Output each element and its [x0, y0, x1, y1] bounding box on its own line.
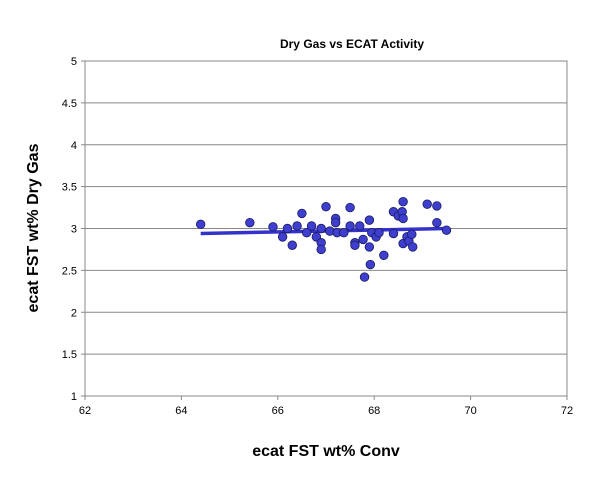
data-point [422, 199, 432, 209]
y-tick-label: 5 [71, 56, 77, 68]
data-point [364, 215, 375, 225]
y-tick-label: 2 [71, 307, 77, 319]
y-tick-label: 2.5 [62, 265, 77, 277]
x-tick-label: 68 [368, 405, 380, 417]
data-point [268, 222, 278, 232]
y-axis-label: ecat FST wt% Dry Gas [25, 143, 42, 312]
y-tick-label: 1.5 [62, 349, 77, 361]
data-point [388, 228, 399, 239]
data-point [316, 244, 326, 255]
data-point [306, 221, 317, 231]
x-tick-label: 66 [272, 405, 284, 417]
data-point [302, 227, 312, 238]
data-point [374, 227, 384, 238]
data-point [432, 201, 442, 211]
x-tick-label: 62 [79, 405, 91, 417]
data-point [297, 208, 307, 219]
y-tick-label: 3 [71, 224, 77, 236]
y-tick-label: 3.5 [62, 182, 77, 194]
data-point [379, 250, 389, 261]
data-point [355, 221, 365, 231]
data-point [407, 229, 417, 240]
y-tick-label: 1 [71, 391, 77, 403]
plot-area [84, 60, 568, 397]
data-point [339, 227, 349, 238]
data-point [195, 219, 206, 230]
data-point [330, 217, 341, 228]
data-point [359, 272, 370, 282]
data-point [277, 232, 288, 242]
y-tick-label: 4 [71, 140, 77, 152]
data-point [398, 196, 408, 207]
data-point [365, 259, 376, 270]
data-point [358, 234, 368, 245]
data-point [408, 242, 418, 252]
data-point [441, 225, 452, 235]
data-point [345, 202, 355, 213]
x-tick-label: 64 [175, 405, 187, 417]
data-point [364, 242, 375, 252]
data-point [345, 221, 355, 231]
data-point [321, 202, 331, 212]
x-tick-label: 70 [464, 405, 476, 417]
data-point [398, 213, 408, 224]
y-tick-label: 4.5 [62, 98, 77, 110]
chart-title: Dry Gas vs ECAT Activity [280, 37, 424, 51]
data-point [432, 217, 442, 228]
data-point [350, 240, 360, 250]
data-point [245, 217, 255, 228]
data-point [316, 223, 326, 234]
data-point [282, 223, 293, 234]
x-axis-label: ecat FST wt% Conv [252, 443, 400, 460]
data-point [292, 221, 302, 231]
x-tick-label: 72 [561, 405, 573, 417]
data-point [287, 240, 297, 250]
